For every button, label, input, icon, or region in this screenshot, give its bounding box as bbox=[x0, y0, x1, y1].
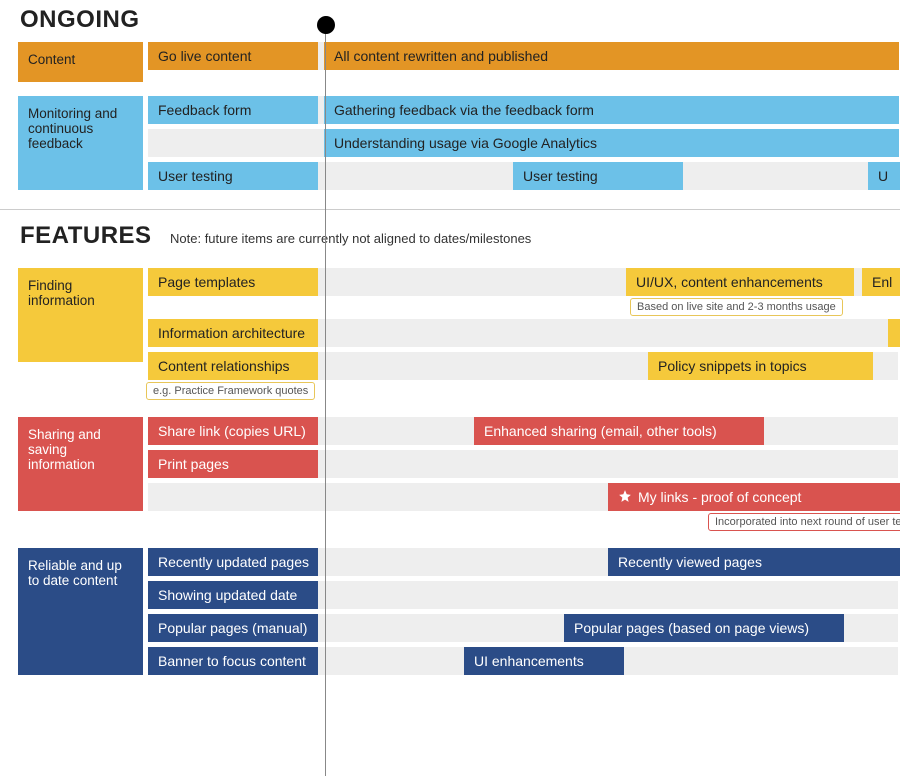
group-label-content: Content bbox=[18, 42, 143, 82]
roadmap-bar-label: Page templates bbox=[158, 274, 255, 290]
roadmap-bar: Enhanced sharing (email, other tools) bbox=[474, 417, 764, 445]
roadmap-bar: Share link (copies URL) bbox=[148, 417, 318, 445]
roadmap-bar: Enl bbox=[862, 268, 900, 296]
roadmap-bar-label: Recently updated pages bbox=[158, 554, 309, 570]
timeline-marker-dot bbox=[317, 16, 335, 34]
roadmap-bar-label: Go live content bbox=[158, 48, 251, 64]
lane: Feedback form Gathering feedback via the … bbox=[148, 96, 898, 124]
roadmap-bar: Page templates bbox=[148, 268, 318, 296]
lane: Share link (copies URL) Enhanced sharing … bbox=[148, 417, 898, 445]
lane: Print pages bbox=[148, 450, 898, 478]
note-tag: Based on live site and 2-3 months usage bbox=[630, 298, 843, 316]
group-label-monitoring: Monitoring and continuous feedback bbox=[18, 96, 143, 190]
roadmap-bar-label: UI enhancements bbox=[474, 653, 584, 669]
timeline-vertical-line bbox=[325, 16, 326, 776]
roadmap-bar: Showing updated date bbox=[148, 581, 318, 609]
group-monitoring: Monitoring and continuous feedbackFeedba… bbox=[0, 96, 900, 195]
roadmap-bar-label: Enhanced sharing (email, other tools) bbox=[484, 423, 717, 439]
roadmap-bar-label: Print pages bbox=[158, 456, 229, 472]
roadmap-bar-label: Popular pages (manual) bbox=[158, 620, 307, 636]
lane-area: Recently updated pages Recently viewed pa… bbox=[143, 548, 897, 680]
roadmap-bar-label: Information architecture bbox=[158, 325, 305, 341]
roadmap-bar-label: UI/UX, content enhancements bbox=[636, 274, 823, 290]
roadmap-bar: My links - proof of concept bbox=[608, 483, 900, 511]
roadmap-bar-label: Popular pages (based on page views) bbox=[574, 620, 809, 636]
lane: Understanding usage via Google Analytics bbox=[148, 129, 898, 157]
lane: My links - proof of conceptIncorporated … bbox=[148, 483, 898, 511]
roadmap-bar: Popular pages (based on page views) bbox=[564, 614, 844, 642]
roadmap-bar: UI enhancements bbox=[464, 647, 624, 675]
roadmap-bar: Recently updated pages bbox=[148, 548, 318, 576]
roadmap-bar-label: Policy snippets in topics bbox=[658, 358, 807, 374]
roadmap-bar-label: Showing updated date bbox=[158, 587, 297, 603]
roadmap-bar bbox=[888, 319, 900, 347]
lane: User testing User testing U bbox=[148, 162, 898, 190]
lane-area: Feedback form Gathering feedback via the … bbox=[143, 96, 897, 195]
group-label-reliable: Reliable and up to date content bbox=[18, 548, 143, 675]
lane: Recently updated pages Recently viewed pa… bbox=[148, 548, 898, 576]
section-features: FEATURES Note: future items are currentl… bbox=[0, 216, 900, 680]
roadmap-bar: Policy snippets in topics bbox=[648, 352, 873, 380]
roadmap-bar-label: All content rewritten and published bbox=[334, 48, 548, 64]
group-reliable: Reliable and up to date contentRecently … bbox=[0, 548, 900, 680]
group-sharing: Sharing and saving informationShare link… bbox=[0, 417, 900, 534]
lane-area: Share link (copies URL) Enhanced sharing … bbox=[143, 417, 897, 534]
roadmap-bar-label: Understanding usage via Google Analytics bbox=[334, 135, 597, 151]
star-icon bbox=[618, 484, 632, 511]
roadmap-bar-label: Gathering feedback via the feedback form bbox=[334, 102, 594, 118]
ongoing-groups: Content Go live content All content rewrit… bbox=[0, 42, 900, 195]
section-title-features: FEATURES bbox=[20, 222, 152, 250]
roadmap-bar-label: Share link (copies URL) bbox=[158, 423, 306, 439]
group-content: Content Go live content All content rewrit… bbox=[0, 42, 900, 82]
roadmap-bar-label: Recently viewed pages bbox=[618, 554, 762, 570]
lane: Go live content All content rewritten and… bbox=[148, 42, 898, 70]
note-tag: e.g. Practice Framework quotes bbox=[146, 382, 315, 400]
roadmap-bar-label: Content relationships bbox=[158, 358, 290, 374]
roadmap-bar-label: Enl bbox=[872, 274, 892, 290]
roadmap-bar: Popular pages (manual) bbox=[148, 614, 318, 642]
roadmap-bar: Go live content bbox=[148, 42, 318, 70]
lane-area: Page templates UI/UX, content enhancement… bbox=[143, 268, 897, 403]
roadmap-bar: UI/UX, content enhancements bbox=[626, 268, 854, 296]
roadmap-bar-label: U bbox=[878, 168, 888, 184]
roadmap-bar-label: Banner to focus content bbox=[158, 653, 306, 669]
roadmap-bar: Gathering feedback via the feedback form bbox=[324, 96, 899, 124]
features-groups: Finding information Page templates UI/UX, … bbox=[0, 268, 900, 680]
roadmap-bar-label: Feedback form bbox=[158, 102, 251, 118]
roadmap-bar: U bbox=[868, 162, 900, 190]
roadmap-bar: Content relationships bbox=[148, 352, 318, 380]
roadmap-bar: Print pages bbox=[148, 450, 318, 478]
roadmap-bar-label: User testing bbox=[158, 168, 233, 184]
roadmap-bar: Understanding usage via Google Analytics bbox=[324, 129, 899, 157]
roadmap-bar: Feedback form bbox=[148, 96, 318, 124]
lane: Information architecture bbox=[148, 319, 898, 347]
lane: Page templates UI/UX, content enhancement… bbox=[148, 268, 898, 296]
section-divider bbox=[0, 209, 900, 210]
lane: Popular pages (manual) Popular pages (bas… bbox=[148, 614, 898, 642]
roadmap-bar: Banner to focus content bbox=[148, 647, 318, 675]
roadmap-bar: User testing bbox=[148, 162, 318, 190]
group-label-sharing: Sharing and saving information bbox=[18, 417, 143, 511]
section-ongoing: ONGOING Content Go live content All conten… bbox=[0, 0, 900, 195]
lane: Banner to focus content UI enhancements bbox=[148, 647, 898, 675]
roadmap-bar: Recently viewed pages bbox=[608, 548, 900, 576]
lane-area: Go live content All content rewritten and… bbox=[143, 42, 897, 75]
lane: Showing updated date bbox=[148, 581, 898, 609]
note-tag: Incorporated into next round of user tes… bbox=[708, 513, 900, 531]
roadmap-bar: All content rewritten and published bbox=[324, 42, 899, 70]
roadmap-bar-label: My links - proof of concept bbox=[638, 489, 801, 505]
section-note-features: Note: future items are currently not ali… bbox=[170, 231, 531, 246]
section-title-ongoing: ONGOING bbox=[20, 6, 140, 34]
roadmap-bar: User testing bbox=[513, 162, 683, 190]
group-finding: Finding information Page templates UI/UX, … bbox=[0, 268, 900, 403]
roadmap-bar: Information architecture bbox=[148, 319, 318, 347]
lane: Content relationshipse.g. Practice Frame… bbox=[148, 352, 898, 380]
roadmap-bar-label: User testing bbox=[523, 168, 598, 184]
group-label-finding: Finding information bbox=[18, 268, 143, 362]
